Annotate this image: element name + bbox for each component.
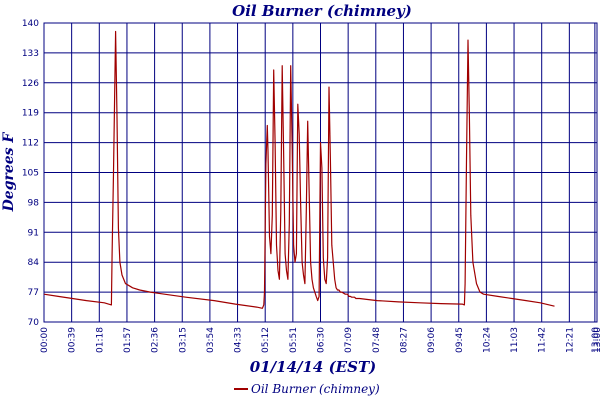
x-tick-label: 06:30 (317, 327, 327, 353)
x-tick-label: 13:00 (593, 327, 600, 353)
x-tick-label: 05:12 (261, 327, 271, 353)
y-tick-label: 98 (28, 198, 40, 208)
y-tick-label: 84 (28, 258, 40, 268)
x-tick-label: 03:15 (178, 327, 188, 353)
x-tick-label: 12:21 (565, 327, 575, 353)
x-tick-label: 00:00 (40, 327, 50, 353)
x-tick-label: 11:03 (510, 327, 520, 353)
legend: Oil Burner (chimney) (234, 382, 380, 396)
y-tick-label: 126 (22, 79, 39, 89)
x-tick-label: 00:39 (68, 327, 78, 353)
plot-frame (43, 22, 598, 323)
y-tick-labels: 70 77 84 91 98 105 112 119 126 133 140 (22, 19, 39, 328)
y-axis-label: Degrees F (1, 132, 17, 213)
x-tick-label: 01:57 (123, 327, 133, 353)
y-tick-label: 112 (22, 139, 39, 149)
x-tick-label: 09:06 (427, 327, 437, 353)
x-tick-label: 02:36 (151, 327, 161, 353)
y-tick-label: 77 (28, 288, 39, 298)
x-tick-label: 11:42 (538, 327, 548, 353)
series-line-0 (43, 30, 555, 309)
x-tick-label: 01:18 (95, 327, 105, 353)
x-tick-label: 08:27 (399, 327, 409, 353)
legend-label: Oil Burner (chimney) (251, 382, 380, 396)
x-axis-label: 01/14/14 (EST) (250, 358, 376, 376)
x-tick-label: 10:24 (482, 327, 492, 353)
y-tick-label: 140 (22, 19, 39, 29)
series-lines (43, 30, 555, 309)
x-tick-label: 07:09 (344, 327, 354, 353)
x-tick-label: 09:45 (455, 327, 465, 353)
y-tick-label: 70 (28, 318, 40, 328)
x-tick-label: 04:33 (234, 327, 244, 353)
y-tick-label: 91 (28, 228, 39, 238)
y-tick-label: 133 (22, 49, 39, 59)
y-tick-label: 119 (22, 109, 39, 119)
chart-title: Oil Burner (chimney) (232, 2, 412, 20)
x-tick-label: 05:51 (289, 327, 299, 353)
y-tick-label: 105 (22, 169, 39, 179)
x-tick-label: 13:00 (591, 327, 600, 353)
x-tick-labels: 00:00 00:39 01:18 01:57 02:36 03:15 03:54 04:33… (40, 327, 600, 353)
x-tick-label: 07:48 (372, 327, 382, 353)
x-tick-label: 03:54 (206, 327, 216, 353)
